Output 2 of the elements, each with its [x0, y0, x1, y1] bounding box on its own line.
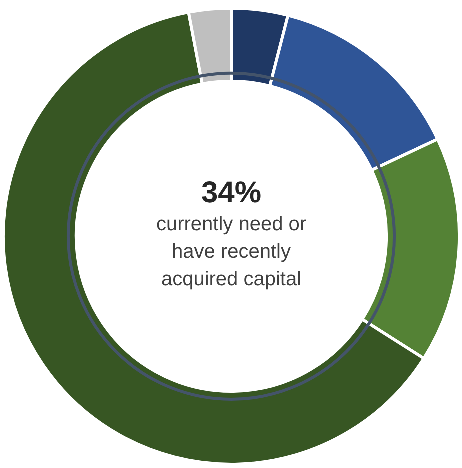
text: currently need or have recently acquired capital: [156, 214, 307, 291]
text: 34%: [201, 176, 262, 210]
